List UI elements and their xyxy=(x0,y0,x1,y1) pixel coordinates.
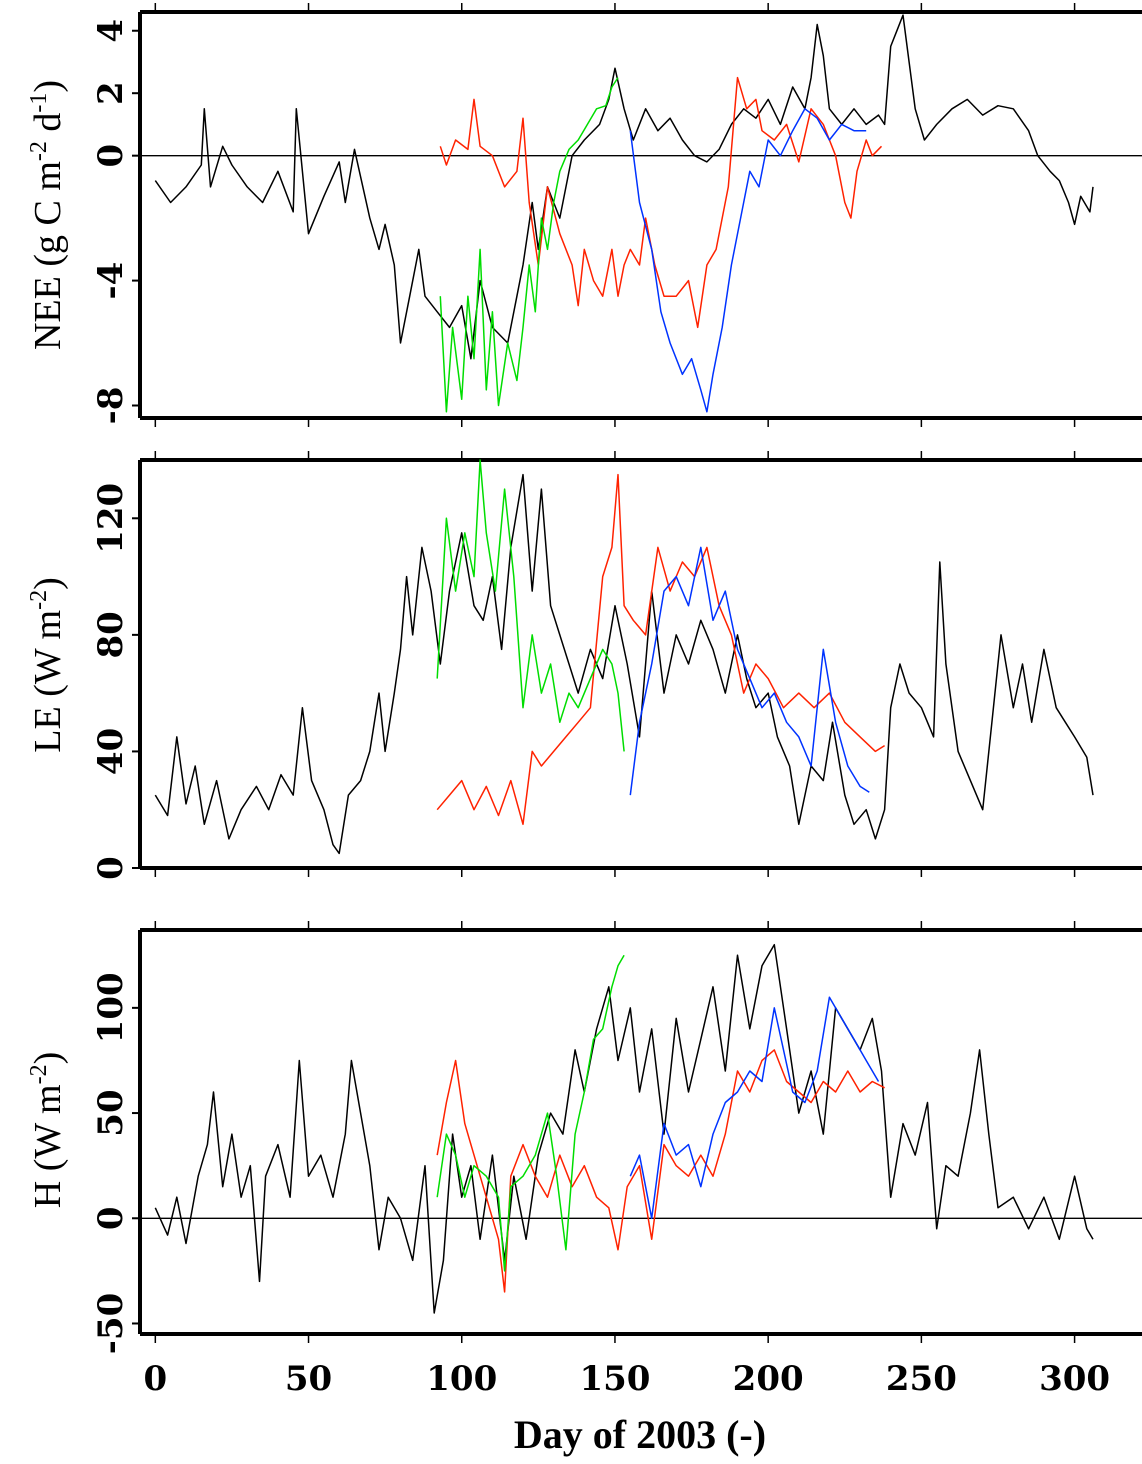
y-tick-label: 0 xyxy=(91,856,131,880)
h-plot-area: -50 0 50 100 xyxy=(91,921,1142,1354)
y-tick-label: -8 xyxy=(91,387,131,425)
panel-h: H (W m-2) -50 0 50 100 xyxy=(26,921,1142,1354)
series-line-4 xyxy=(439,77,619,413)
series-line-4 xyxy=(436,459,625,752)
x-axis: 0 50 100 150 200 250 300 xyxy=(143,1359,1110,1399)
series-line-2 xyxy=(436,1049,885,1293)
x-tick-label: 0 xyxy=(143,1359,167,1399)
series-line-3 xyxy=(629,546,870,796)
series-line-1 xyxy=(154,943,1094,1314)
series-line-1 xyxy=(154,14,1094,360)
y-tick-label: 120 xyxy=(91,483,131,554)
y-tick-label: 40 xyxy=(91,728,131,775)
x-tick-label: 150 xyxy=(579,1359,650,1399)
series-line-2 xyxy=(436,473,885,826)
panel-nee: NEE (g C m-2 d-1) -8 -4 0 2 4 xyxy=(26,3,1142,427)
x-tick-label: 100 xyxy=(426,1359,497,1399)
y-tick-label: 0 xyxy=(91,144,131,168)
series-line-4 xyxy=(436,954,625,1272)
y-tick-label: 0 xyxy=(91,1206,131,1230)
y-tick-label: 4 xyxy=(91,19,131,43)
y-tick-label: -50 xyxy=(91,1293,131,1354)
series-line-1 xyxy=(154,473,1094,855)
y-tick-label: 50 xyxy=(91,1089,131,1136)
x-tick-label: 200 xyxy=(733,1359,804,1399)
series-line-2 xyxy=(439,76,883,329)
y-tick-label: 100 xyxy=(91,972,131,1043)
x-axis-label: Day of 2003 (-) xyxy=(514,1412,766,1457)
y-tick-label: 80 xyxy=(91,611,131,658)
y-tick-label: -4 xyxy=(91,262,131,300)
x-tick-label: 300 xyxy=(1039,1359,1110,1399)
x-tick-label: 250 xyxy=(886,1359,957,1399)
h-y-axis-label: H (W m-2) xyxy=(26,1052,69,1209)
panel-le: LE (W m-2) 0 40 80 120 xyxy=(26,451,1142,880)
y-tick-label: 2 xyxy=(91,81,131,105)
le-y-axis-label: LE (W m-2) xyxy=(26,577,69,752)
series-line-3 xyxy=(629,996,880,1220)
nee-y-axis-label: NEE (g C m-2 d-1) xyxy=(26,80,69,350)
x-tick-label: 50 xyxy=(285,1359,332,1399)
series-line-3 xyxy=(629,108,867,413)
le-plot-area: 0 40 80 120 xyxy=(91,451,1142,880)
nee-plot-area: -8 -4 0 2 4 xyxy=(91,3,1142,427)
